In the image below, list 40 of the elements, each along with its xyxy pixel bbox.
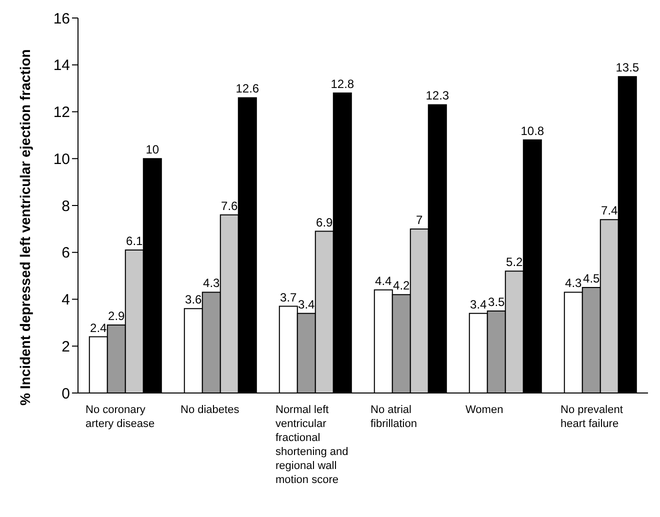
data-label: 7 [416,212,424,227]
data-label: 3.7 [280,290,298,304]
data-label: 6.1 [126,234,144,248]
y-tick-label: 6 [62,244,70,262]
data-label: 12.3 [426,88,450,103]
data-label: 6.9 [316,215,334,230]
y-tick-label: 2 [62,338,70,356]
data-label: 12.6 [236,82,260,96]
data-label: 4.3 [565,276,582,290]
data-label: 3.6 [185,292,202,307]
y-tick-label: 10 [53,150,70,168]
data-label: 13.5 [616,60,640,75]
y-tick-label: 8 [62,198,70,215]
data-label: 5.2 [506,255,524,270]
data-label: 7.6 [221,198,238,213]
data-label: 10 [146,142,160,157]
data-label: 4.5 [583,272,600,286]
x-tick-label: No prevalent heart failure [560,404,623,430]
x-tick-label: Women [466,404,504,416]
data-label: 4.2 [393,278,410,293]
y-tick-label: 16 [53,10,70,28]
y-tick-label: 14 [53,57,70,74]
data-label: 3.5 [488,294,506,309]
y-tick-label: 12 [53,104,70,122]
x-tick-label: No atrial fibrillation [370,404,417,430]
data-label: 3.4 [470,297,488,312]
data-label: 10.8 [520,124,544,138]
data-label: 12.8 [330,77,354,91]
x-tick-label: No coronary artery disease [86,404,155,430]
x-tick-label: Normal left ventricular fractional shortening and regional wall motion score [276,404,348,486]
data-label: 4.4 [375,274,392,288]
x-tick-label: No diabetes [180,404,240,416]
data-label: 2.4 [90,320,108,335]
data-label: 4.3 [203,276,220,290]
data-label: 7.4 [601,204,618,218]
data-label: 3.4 [298,297,316,312]
y-axis-title: % Incident depressed left ventricular ejection fraction [16,49,33,406]
data-label: 2.9 [108,309,126,324]
y-tick-label: 0 [62,385,70,402]
y-tick-label: 4 [62,292,70,309]
